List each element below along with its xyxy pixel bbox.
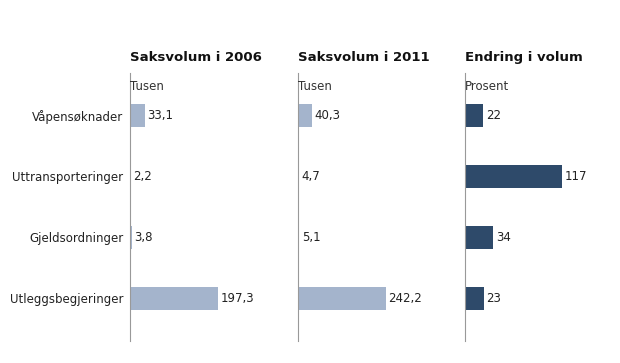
Bar: [465, 287, 484, 310]
Text: 22: 22: [485, 109, 501, 122]
Bar: [130, 287, 218, 310]
Text: 40,3: 40,3: [314, 109, 340, 122]
Text: 2,2: 2,2: [133, 170, 152, 183]
Bar: [130, 165, 131, 188]
Bar: [298, 104, 312, 127]
Text: Saksvolum i 2006: Saksvolum i 2006: [130, 50, 262, 64]
Bar: [465, 104, 484, 127]
Bar: [130, 226, 132, 249]
Text: Saksvolum i 2011: Saksvolum i 2011: [298, 50, 429, 64]
Bar: [130, 104, 145, 127]
Text: 33,1: 33,1: [147, 109, 173, 122]
Bar: [298, 226, 299, 249]
Text: Tusen: Tusen: [130, 79, 164, 93]
Text: 5,1: 5,1: [302, 231, 321, 244]
Text: 3,8: 3,8: [134, 231, 153, 244]
Text: 242,2: 242,2: [388, 292, 422, 305]
Text: 197,3: 197,3: [220, 292, 254, 305]
Bar: [465, 165, 562, 188]
Text: Endring i volum: Endring i volum: [465, 50, 583, 64]
Text: Tusen: Tusen: [298, 79, 332, 93]
Text: 23: 23: [487, 292, 502, 305]
Text: 34: 34: [496, 231, 511, 244]
Bar: [298, 165, 299, 188]
Text: Prosent: Prosent: [465, 79, 509, 93]
Bar: [298, 287, 386, 310]
Text: 4,7: 4,7: [301, 170, 321, 183]
Bar: [465, 226, 494, 249]
Text: 117: 117: [565, 170, 587, 183]
